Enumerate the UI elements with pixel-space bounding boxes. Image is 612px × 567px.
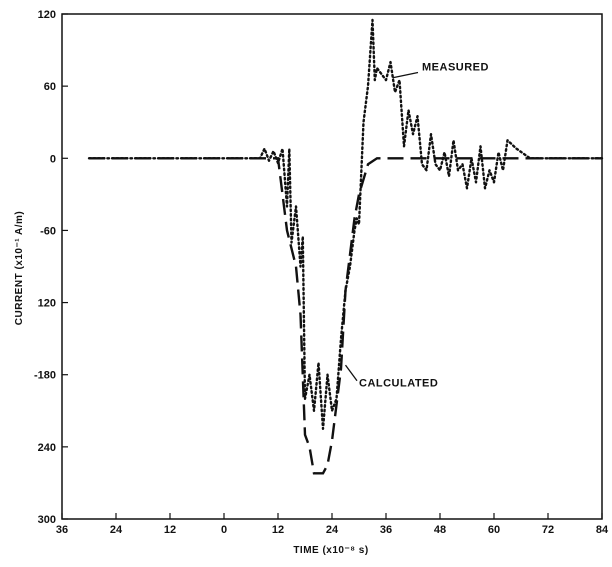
- x-tick-label: 12: [164, 524, 176, 536]
- y-tick-label: 300: [38, 514, 56, 526]
- calculated-annotation-arrow: [344, 364, 358, 382]
- y-tick-label: -60: [40, 225, 56, 237]
- y-axis-title: CURRENT (x10⁻¹ A/m): [14, 211, 25, 325]
- y-tick-label: -180: [34, 370, 56, 382]
- x-tick-label: 24: [326, 524, 339, 536]
- x-tick-label: 12: [272, 524, 284, 536]
- y-tick-label: 60: [44, 81, 56, 93]
- y-tick-label: 120: [38, 298, 56, 310]
- x-axis-title: TIME (x10⁻⁸ s): [293, 545, 368, 556]
- x-tick-label: 24: [110, 524, 123, 536]
- y-tick-label: 240: [38, 442, 56, 454]
- x-tick-label: 36: [380, 524, 392, 536]
- y-tick-label: 0: [50, 153, 56, 165]
- x-tick-label: 48: [434, 524, 446, 536]
- measured-annotation-arrow: [392, 71, 419, 79]
- y-tick-label: 120: [38, 9, 56, 21]
- x-tick-label: 36: [56, 524, 68, 536]
- calculated-annotation-label: CALCULATED: [359, 378, 438, 390]
- x-tick-label: 84: [596, 524, 609, 536]
- x-tick-label: 0: [221, 524, 227, 536]
- plot-frame: [61, 13, 603, 520]
- x-tick-label: 60: [488, 524, 500, 536]
- measured-annotation-label: MEASURED: [422, 62, 489, 74]
- calculated-series-line: [89, 157, 602, 475]
- x-tick-label: 72: [542, 524, 554, 536]
- measured-series-line: [87, 18, 604, 430]
